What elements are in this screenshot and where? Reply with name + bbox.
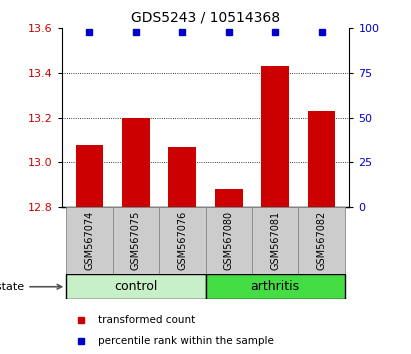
Text: GSM567082: GSM567082 xyxy=(316,211,326,270)
Bar xyxy=(206,274,345,299)
Text: percentile rank within the sample: percentile rank within the sample xyxy=(98,336,274,346)
Text: GSM567080: GSM567080 xyxy=(224,211,234,270)
Bar xyxy=(159,207,206,274)
Bar xyxy=(252,207,298,274)
Bar xyxy=(113,207,159,274)
Bar xyxy=(307,111,335,207)
Bar xyxy=(261,66,289,207)
Bar xyxy=(206,207,252,274)
Text: arthritis: arthritis xyxy=(251,280,300,293)
Bar xyxy=(215,189,242,207)
Bar xyxy=(66,207,113,274)
Text: GSM567076: GSM567076 xyxy=(177,211,187,270)
Bar xyxy=(298,207,345,274)
Text: GSM567075: GSM567075 xyxy=(131,211,141,270)
Bar xyxy=(76,144,104,207)
Bar xyxy=(122,118,150,207)
Bar xyxy=(66,274,206,299)
Text: transformed count: transformed count xyxy=(98,315,195,325)
Title: GDS5243 / 10514368: GDS5243 / 10514368 xyxy=(131,10,280,24)
Text: GSM567074: GSM567074 xyxy=(85,211,95,270)
Bar xyxy=(169,147,196,207)
Text: disease state: disease state xyxy=(0,282,62,292)
Text: GSM567081: GSM567081 xyxy=(270,211,280,270)
Text: control: control xyxy=(114,280,157,293)
